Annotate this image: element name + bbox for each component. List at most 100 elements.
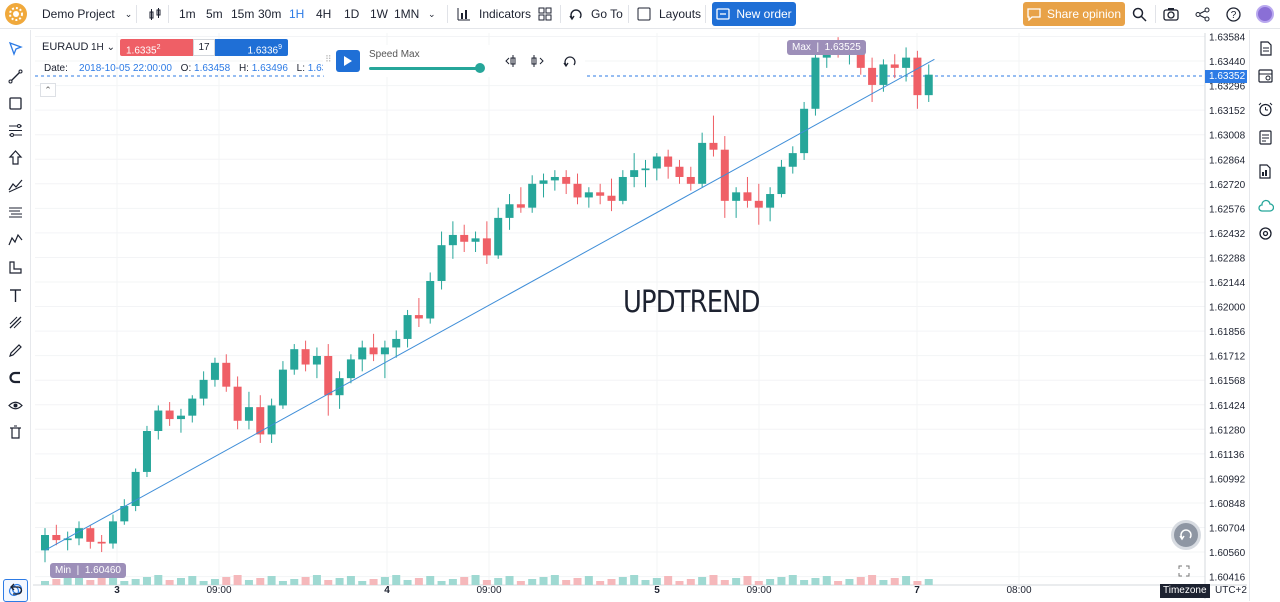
chart-type-button[interactable] <box>148 0 162 28</box>
step-forward-icon[interactable] <box>529 52 547 70</box>
pattern-tool-icon[interactable] <box>6 176 25 195</box>
play-icon <box>344 56 352 66</box>
utc-offset-label[interactable]: UTC+2 <box>1215 585 1247 596</box>
goto-button[interactable]: Go To <box>569 0 623 28</box>
chat-icon <box>1027 8 1041 21</box>
volume-bar <box>766 579 775 585</box>
candle-body <box>312 355 321 365</box>
buy-price-button[interactable]: 1.63369 <box>215 39 288 56</box>
step-back-icon[interactable] <box>503 52 521 70</box>
candle-body <box>267 405 276 435</box>
volume-bar <box>120 581 129 585</box>
screenshot-button[interactable] <box>1163 0 1179 28</box>
timeframe-1d[interactable]: 1D <box>344 7 360 21</box>
chart-area[interactable]: 1.63584 1.63440 1.63296 1.63152 1.63008 1.628… <box>33 33 1247 599</box>
volume-bar <box>516 581 525 585</box>
elliott-wave-tool-icon[interactable] <box>6 230 25 249</box>
play-button[interactable] <box>336 50 360 72</box>
arrow-up-tool-icon[interactable] <box>6 148 25 167</box>
timeframe-1w[interactable]: 1W <box>370 7 388 21</box>
bid-price: 1.6335 <box>126 45 157 57</box>
layouts-button[interactable]: Layouts <box>637 0 701 28</box>
share-opinion-button[interactable]: Share opinion <box>1023 2 1125 26</box>
candle-body <box>743 192 752 201</box>
calendar-icon[interactable] <box>1256 66 1275 85</box>
trendline <box>44 58 935 551</box>
drag-handle-icon[interactable]: ⠿ <box>325 54 332 64</box>
timeframe-5m[interactable]: 5m <box>206 7 223 21</box>
speed-slider-handle[interactable] <box>475 63 485 73</box>
candle-body <box>686 176 695 184</box>
volume-bar <box>210 579 219 585</box>
max-price-marker: Max | 1.63525 <box>787 40 866 55</box>
cursor-tool-icon[interactable] <box>6 39 25 58</box>
collapse-legend-button[interactable]: ⌃ <box>40 83 56 97</box>
volume-bar <box>743 576 752 585</box>
user-avatar[interactable] <box>1256 5 1274 23</box>
volume-bar <box>63 577 72 585</box>
volume-bar <box>539 577 548 585</box>
volume-bar <box>482 580 491 585</box>
symbol-label[interactable]: EURAUD <box>42 41 89 53</box>
object-tree-button[interactable] <box>3 579 28 602</box>
candle-body <box>494 217 503 256</box>
timeframe-1h[interactable]: 1H <box>289 7 305 21</box>
rectangle-tool-icon[interactable] <box>6 94 25 113</box>
trash-tool-icon[interactable] <box>6 423 25 442</box>
timeframe-30m[interactable]: 30m <box>258 7 282 21</box>
candle-body <box>754 200 763 208</box>
new-order-icon <box>716 8 730 20</box>
volume-bar <box>312 575 321 585</box>
pencil-tool-icon[interactable] <box>6 341 25 360</box>
reset-icon <box>1179 529 1192 541</box>
exit-replay-icon[interactable] <box>561 52 579 70</box>
text-tool-icon[interactable] <box>6 286 25 305</box>
fibonacci-tool-icon[interactable] <box>6 121 25 140</box>
help-button[interactable]: ? <box>1226 0 1241 28</box>
indicators-button[interactable]: Indicators <box>457 0 531 28</box>
candle-body <box>890 64 899 68</box>
time-axis-label: 09:00 <box>206 585 231 596</box>
data-window-icon[interactable] <box>1256 128 1275 147</box>
volume-bar <box>777 577 786 585</box>
undo-icon[interactable] <box>6 580 25 599</box>
zoom-reset-icon[interactable] <box>1176 563 1192 579</box>
sell-price-button[interactable]: 1.63352 <box>120 39 193 56</box>
trend-annotation-text[interactable]: UPDTREND <box>623 285 760 320</box>
scroll-to-realtime-button[interactable] <box>1171 520 1201 550</box>
volume-bar <box>437 581 446 585</box>
eye-tool-icon[interactable] <box>6 396 25 415</box>
candle-body <box>176 415 185 420</box>
timeframe-more-chevron-icon[interactable]: ⌄ <box>428 8 436 19</box>
magnet-tool-icon[interactable] <box>6 368 25 387</box>
candle-body <box>154 410 163 432</box>
candle-body <box>199 379 208 399</box>
trendline-tool-icon[interactable] <box>6 67 25 86</box>
cloud-icon[interactable] <box>1256 196 1275 215</box>
price-chart[interactable]: 1.63584 1.63440 1.63296 1.63152 1.63008 1.628… <box>33 33 1247 599</box>
interval-label[interactable]: 1H ⌄ <box>91 42 115 53</box>
project-selector[interactable]: Demo Project ⌄ <box>42 0 132 28</box>
timeframe-15m[interactable]: 15m <box>231 7 255 21</box>
brush-tool-icon[interactable] <box>6 313 25 332</box>
share-button[interactable] <box>1195 0 1210 28</box>
speed-slider[interactable] <box>369 67 483 70</box>
search-button[interactable] <box>1132 0 1147 28</box>
volume-bar <box>278 581 287 585</box>
alarm-icon[interactable] <box>1256 100 1275 119</box>
volume-bar <box>74 575 83 585</box>
templates-button[interactable] <box>538 0 552 28</box>
report-icon[interactable] <box>1256 162 1275 181</box>
timeframe-1mn[interactable]: 1MN <box>394 7 420 21</box>
timeframe-1m[interactable]: 1m <box>179 7 196 21</box>
timeframe-4h[interactable]: 4H <box>316 7 332 21</box>
gann-tool-icon[interactable] <box>6 203 25 222</box>
measure-tool-icon[interactable] <box>6 258 25 277</box>
timezone-label[interactable]: Timezone <box>1160 584 1210 598</box>
new-order-button[interactable]: New order <box>712 2 796 26</box>
volume-bar <box>913 581 922 585</box>
settings-icon[interactable] <box>1256 224 1275 243</box>
candle-body <box>868 67 877 85</box>
notes-icon[interactable] <box>1256 39 1275 58</box>
price-axis-label: 1.63440 <box>1209 57 1246 68</box>
